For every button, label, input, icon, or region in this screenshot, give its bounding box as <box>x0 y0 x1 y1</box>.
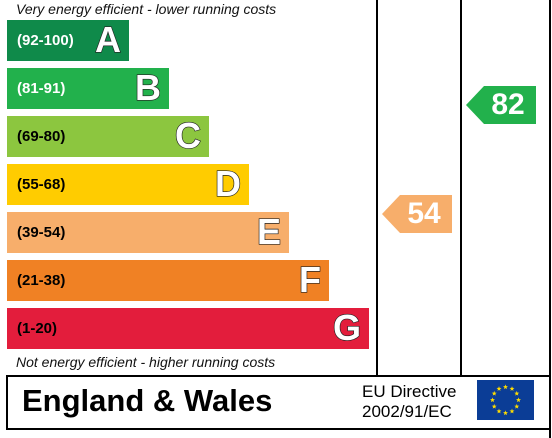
eu-star-icon <box>509 386 515 391</box>
current-rating-value: 54 <box>407 197 441 230</box>
chart-bottom-border <box>6 375 551 377</box>
band-e: (39-54) E <box>7 210 289 253</box>
current-rating-arrow: 54 <box>382 195 452 233</box>
region-label: England & Wales <box>22 383 273 418</box>
band-letter: G <box>332 306 361 348</box>
left-border-footer <box>6 375 8 430</box>
band-range-label: (39-54) <box>17 224 66 241</box>
column-divider-current <box>376 0 378 376</box>
band-range-label: (92-100) <box>17 32 74 49</box>
band-range-label: (69-80) <box>17 128 66 145</box>
eu-star-icon <box>503 384 508 390</box>
eu-flag-icon <box>477 380 534 420</box>
band-range-label: (1-20) <box>17 320 58 337</box>
eu-star-icon <box>491 403 497 409</box>
band-a: (92-100) A <box>7 18 129 61</box>
footer-bottom-border <box>6 428 551 430</box>
band-c: (69-80) C <box>7 114 209 157</box>
band-range-label: (81-91) <box>17 80 66 97</box>
eu-directive-label: EU Directive 2002/91/EC <box>362 382 456 422</box>
eu-star-icon <box>496 408 502 414</box>
band-g: (1-20) G <box>7 306 369 349</box>
potential-arrow-shape <box>466 86 536 124</box>
band-range-label: (55-68) <box>17 176 66 193</box>
current-arrow-shape <box>382 195 452 233</box>
eu-star-icon <box>514 403 520 409</box>
band-letter: E <box>256 210 281 252</box>
eu-star-icon <box>503 410 508 416</box>
band-letter: D <box>214 162 241 204</box>
right-border <box>549 0 551 438</box>
eu-stars <box>490 384 521 416</box>
eu-star-icon <box>496 386 502 391</box>
eu-star-icon <box>516 397 521 403</box>
band-letter: C <box>174 114 201 156</box>
eu-star-icon <box>514 390 520 396</box>
potential-rating-value: 82 <box>491 88 525 121</box>
eu-star-icon <box>491 390 497 396</box>
inefficient-note: Not energy efficient - higher running co… <box>16 354 276 370</box>
eu-star-icon <box>490 397 495 403</box>
efficient-note: Very energy efficient - lower running co… <box>16 1 277 17</box>
band-letter: F <box>298 258 321 300</box>
band-d: (55-68) D <box>7 162 249 205</box>
column-divider-potential <box>460 0 462 376</box>
eu-directive-line1: EU Directive <box>362 382 457 401</box>
eu-directive-line2: 2002/91/EC <box>362 402 452 421</box>
band-letter: A <box>94 18 121 60</box>
eu-star-icon <box>509 408 515 414</box>
band-letter: B <box>134 66 161 108</box>
potential-rating-arrow: 82 <box>466 86 536 124</box>
band-b: (81-91) B <box>7 66 169 109</box>
band-f: (21-38) F <box>7 258 329 301</box>
band-range-label: (21-38) <box>17 272 66 289</box>
